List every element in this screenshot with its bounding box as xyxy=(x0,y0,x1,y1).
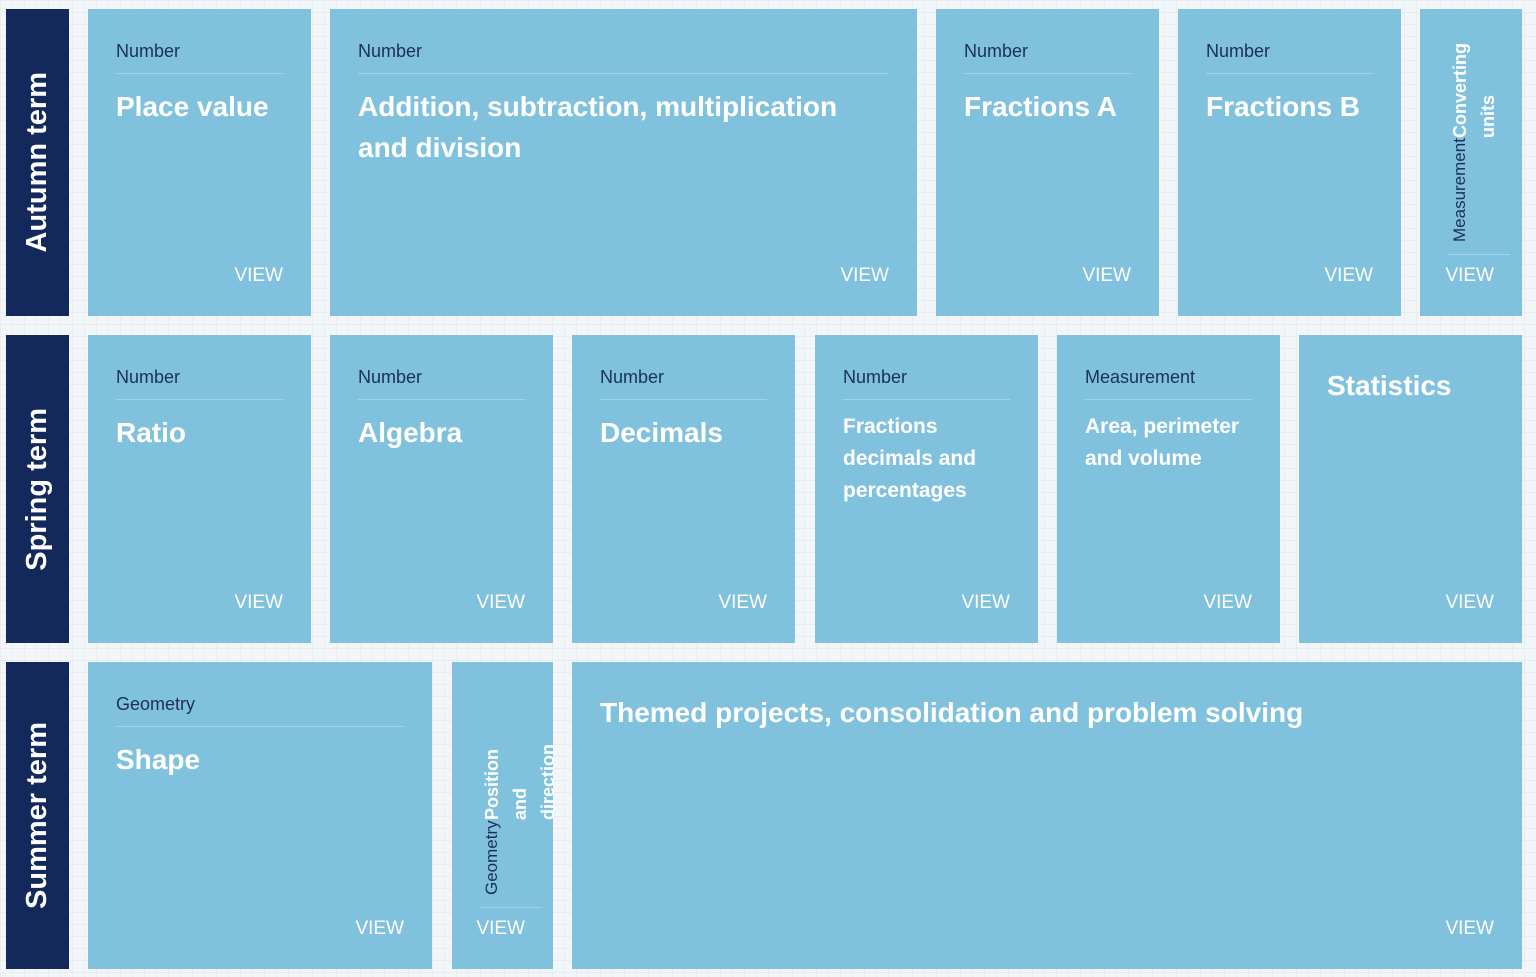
view-link[interactable]: VIEW xyxy=(234,592,283,613)
view-link[interactable]: VIEW xyxy=(1445,265,1494,286)
unit-title: Addition, subtraction, multiplication an… xyxy=(358,91,838,163)
unit-card[interactable]: Number Algebra VIEW xyxy=(330,335,553,643)
unit-card[interactable]: Number Fractions decimals and percentages… xyxy=(815,335,1038,643)
view-link[interactable]: VIEW xyxy=(1445,918,1494,939)
unit-title: Position and direction xyxy=(482,744,558,821)
unit-card[interactable]: Number Addition, subtraction, multiplicat… xyxy=(330,9,917,316)
view-link[interactable]: VIEW xyxy=(961,592,1010,613)
view-link[interactable]: VIEW xyxy=(840,265,889,286)
view-link[interactable]: VIEW xyxy=(476,592,525,613)
divider xyxy=(600,399,767,400)
divider xyxy=(116,726,404,727)
unit-card[interactable]: Geometry Shape VIEW xyxy=(88,662,432,969)
view-link[interactable]: VIEW xyxy=(1203,592,1252,613)
term-label-bar: Spring term xyxy=(6,335,69,643)
unit-title: Themed projects, consolidation and probl… xyxy=(600,697,1304,728)
divider xyxy=(116,399,283,400)
unit-category: Number xyxy=(358,41,423,61)
unit-category: Number xyxy=(600,367,665,387)
unit-category: Geometry xyxy=(116,694,196,714)
term-label: Autumn term xyxy=(21,72,53,253)
term-label: Spring term xyxy=(21,407,53,571)
vertical-labels: Measurement Converting units xyxy=(1446,43,1502,242)
unit-title: Converting units xyxy=(1450,43,1498,139)
unit-title: Fractions B xyxy=(1206,91,1361,122)
unit-card[interactable]: Measurement Converting units VIEW xyxy=(1420,9,1522,316)
unit-card[interactable]: Number Fractions A VIEW xyxy=(936,9,1159,316)
unit-category: Number xyxy=(358,367,423,387)
unit-category: Number xyxy=(116,41,181,61)
view-link[interactable]: VIEW xyxy=(234,265,283,286)
view-link[interactable]: VIEW xyxy=(1445,592,1494,613)
divider xyxy=(1206,73,1373,74)
unit-category: Number xyxy=(1206,41,1271,61)
divider xyxy=(1085,399,1252,400)
unit-title: Ratio xyxy=(116,417,186,448)
view-link[interactable]: VIEW xyxy=(355,918,404,939)
unit-title: Fractions decimals and percentages xyxy=(843,415,977,502)
unit-category: Geometry xyxy=(482,820,501,895)
term-label: Summer term xyxy=(21,722,53,909)
unit-card[interactable]: Themed projects, consolidation and probl… xyxy=(572,662,1522,969)
unit-category: Number xyxy=(964,41,1029,61)
unit-card[interactable]: Number Place value VIEW xyxy=(88,9,311,316)
vertical-labels: Geometry Position and direction xyxy=(478,742,562,895)
unit-title: Statistics xyxy=(1327,370,1452,401)
unit-title: Fractions A xyxy=(964,91,1117,122)
divider xyxy=(358,73,889,74)
divider xyxy=(1448,254,1510,255)
unit-card[interactable]: Measurement Area, perimeter and volume VIE… xyxy=(1057,335,1280,643)
divider xyxy=(964,73,1131,74)
unit-card[interactable]: Statistics VIEW xyxy=(1299,335,1522,643)
unit-card[interactable]: Number Fractions B VIEW xyxy=(1178,9,1401,316)
unit-title: Shape xyxy=(116,744,201,775)
unit-title: Area, perimeter and volume xyxy=(1085,415,1240,470)
unit-card[interactable]: Number Decimals VIEW xyxy=(572,335,795,643)
term-label-bar: Summer term xyxy=(6,662,69,969)
view-link[interactable]: VIEW xyxy=(476,918,525,939)
term-label-bar: Autumn term xyxy=(6,9,69,316)
unit-card[interactable]: Geometry Position and direction VIEW xyxy=(452,662,558,969)
view-link[interactable]: VIEW xyxy=(1082,265,1131,286)
unit-card[interactable]: Number Ratio VIEW xyxy=(88,335,311,643)
unit-title: Place value xyxy=(116,91,269,122)
divider xyxy=(843,399,1010,400)
divider xyxy=(116,73,283,74)
unit-title: Algebra xyxy=(358,417,463,448)
divider xyxy=(480,907,541,908)
unit-category: Measurement xyxy=(1450,138,1469,242)
unit-category: Number xyxy=(843,367,908,387)
unit-category: Number xyxy=(116,367,181,387)
view-link[interactable]: VIEW xyxy=(718,592,767,613)
unit-title: Decimals xyxy=(600,417,723,448)
view-link[interactable]: VIEW xyxy=(1324,265,1373,286)
divider xyxy=(358,399,525,400)
unit-category: Measurement xyxy=(1085,367,1196,387)
